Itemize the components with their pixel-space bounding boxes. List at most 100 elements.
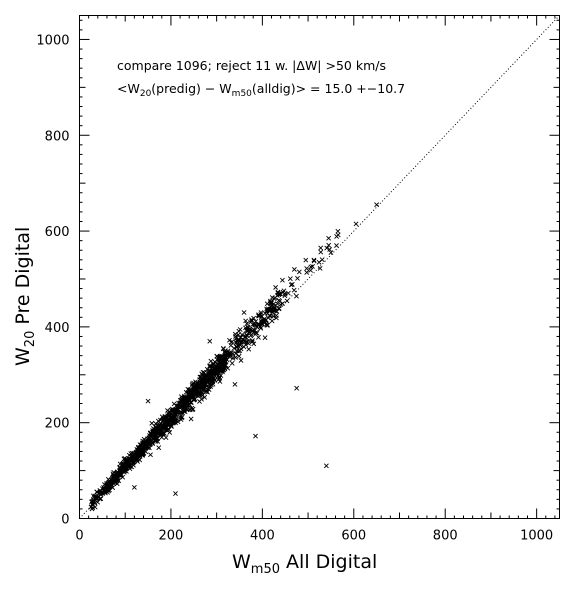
data-point — [174, 403, 180, 409]
annotation-line1: compare 1096; reject 11 w. |ΔW| >50 km/s — [117, 58, 386, 73]
data-point — [258, 325, 264, 331]
data-point — [123, 462, 129, 468]
data-point — [115, 470, 120, 476]
data-point — [148, 452, 153, 458]
data-point — [239, 332, 245, 338]
data-point — [193, 384, 198, 389]
data-point — [118, 471, 124, 477]
data-point — [243, 325, 248, 331]
data-point — [253, 318, 259, 324]
data-point — [149, 420, 155, 426]
y-tick-label: 200 — [45, 417, 70, 432]
data-point — [120, 463, 126, 469]
data-point — [155, 418, 161, 424]
data-point-outlier — [253, 433, 258, 439]
data-point — [161, 420, 167, 426]
data-point-outlier — [326, 235, 332, 241]
data-point — [263, 321, 269, 327]
data-point — [273, 284, 279, 290]
data-point — [200, 385, 206, 391]
data-point-outlier — [294, 385, 300, 391]
data-point-outlier — [323, 463, 329, 469]
data-point — [151, 428, 157, 434]
data-point — [119, 468, 125, 474]
data-point — [116, 478, 121, 483]
data-point — [324, 245, 330, 251]
data-point — [162, 426, 167, 431]
x-tick-label: 0 — [75, 529, 83, 544]
data-point — [163, 435, 169, 440]
data-point — [202, 394, 208, 400]
data-point — [234, 344, 240, 350]
data-point — [145, 439, 151, 445]
data-point — [188, 400, 194, 405]
data-point — [170, 407, 176, 413]
data-point — [182, 396, 188, 402]
y-axis-title-rest: Pre Digital — [12, 227, 34, 331]
data-point — [223, 354, 229, 360]
data-point — [269, 295, 275, 300]
x-axis-title: Wm50 All Digital — [232, 551, 377, 577]
data-point — [171, 420, 176, 426]
data-point — [243, 333, 248, 339]
data-point — [218, 362, 224, 368]
x-tick-label: 200 — [159, 529, 184, 544]
y-tick-label: 600 — [45, 225, 70, 240]
data-point — [153, 428, 159, 434]
data-point — [160, 431, 166, 436]
axis-ticks — [79, 15, 560, 519]
data-point — [223, 348, 228, 354]
data-point — [198, 374, 204, 380]
x-tick-label: 800 — [433, 529, 458, 544]
data-point — [129, 458, 134, 464]
data-point — [207, 363, 213, 369]
data-point — [250, 338, 255, 343]
data-point — [288, 282, 294, 288]
data-point — [94, 496, 99, 502]
data-point — [238, 358, 244, 363]
data-point — [153, 424, 159, 430]
data-point — [207, 368, 213, 373]
data-point — [243, 318, 249, 324]
data-point — [165, 417, 171, 422]
data-point — [137, 442, 143, 448]
annotation-line2: <W20(predig) − Wm50(alldig)> = 15.0 +−10… — [117, 81, 405, 99]
data-point — [202, 381, 207, 386]
data-point — [167, 430, 173, 435]
x-axis-title-rest: All Digital — [280, 551, 377, 573]
data-point — [222, 363, 228, 368]
data-point — [94, 489, 100, 495]
x-axis-title-main: W — [232, 551, 251, 573]
data-point — [262, 335, 268, 341]
data-point — [280, 277, 285, 283]
data-point — [233, 334, 238, 339]
annotation-line2-subscript: m50 — [232, 89, 252, 99]
data-point — [304, 266, 310, 271]
data-point — [109, 478, 115, 484]
y-axis-title-subscript: 20 — [23, 331, 38, 348]
data-point — [171, 401, 177, 407]
y-tick-label: 0 — [61, 513, 69, 528]
data-point-outlier — [241, 310, 247, 315]
data-point — [259, 317, 265, 322]
data-point — [275, 289, 281, 295]
data-point — [256, 312, 262, 318]
data-point — [183, 389, 189, 395]
data-point — [127, 466, 133, 472]
data-point — [155, 439, 161, 444]
data-point — [311, 257, 317, 263]
data-point — [105, 487, 111, 493]
data-point — [199, 396, 204, 402]
data-point — [152, 432, 158, 438]
data-point — [191, 384, 197, 390]
data-point-outlier — [374, 202, 380, 208]
data-point — [97, 490, 102, 496]
data-point — [235, 332, 241, 338]
data-point — [177, 397, 183, 403]
data-point — [243, 342, 249, 348]
x-tick-label: 1000 — [520, 529, 553, 544]
data-point — [201, 382, 207, 388]
data-point — [178, 409, 184, 415]
data-point — [231, 345, 237, 351]
